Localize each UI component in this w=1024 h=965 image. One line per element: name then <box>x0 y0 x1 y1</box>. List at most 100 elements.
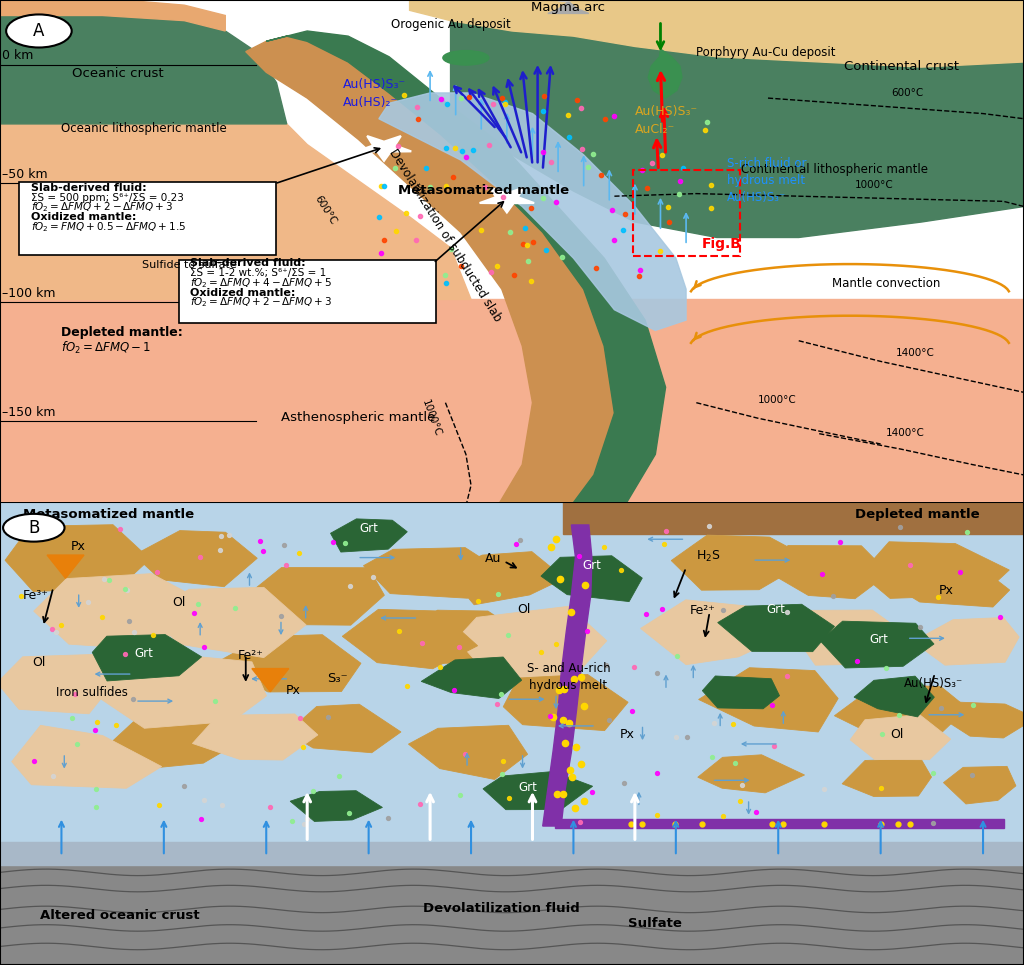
Polygon shape <box>451 20 1024 237</box>
Polygon shape <box>913 618 1019 665</box>
Polygon shape <box>96 651 266 729</box>
Polygon shape <box>0 15 287 124</box>
Text: Px: Px <box>939 585 953 597</box>
Polygon shape <box>364 547 495 598</box>
Polygon shape <box>34 573 210 649</box>
Polygon shape <box>835 684 968 738</box>
Polygon shape <box>697 755 805 793</box>
Polygon shape <box>92 635 202 681</box>
Polygon shape <box>820 621 934 668</box>
Bar <box>0 861 1024 965</box>
Text: –50 km: –50 km <box>2 168 48 181</box>
Text: 1000°C: 1000°C <box>758 395 797 404</box>
Text: Px: Px <box>71 540 85 554</box>
Text: Ol: Ol <box>172 596 186 609</box>
Polygon shape <box>940 703 1024 738</box>
Polygon shape <box>290 790 382 821</box>
Text: S-rich fluid or
hydrous melt
Au(HS)S₃⁻: S-rich fluid or hydrous melt Au(HS)S₃⁻ <box>727 157 807 205</box>
Polygon shape <box>543 525 592 826</box>
Text: H$_2$S: H$_2$S <box>696 549 721 564</box>
Text: Au(HS)S₃⁻
AuCl₂⁻: Au(HS)S₃⁻ AuCl₂⁻ <box>635 105 698 136</box>
Polygon shape <box>718 604 835 651</box>
Polygon shape <box>246 36 614 516</box>
Polygon shape <box>11 726 162 788</box>
Text: Grt: Grt <box>767 603 785 616</box>
FancyBboxPatch shape <box>19 181 276 255</box>
Text: $fO_2=\Delta FMQ+2-\Delta FMQ+3$: $fO_2=\Delta FMQ+2-\Delta FMQ+3$ <box>190 295 333 310</box>
Text: ΣS = 500 ppm; S⁶⁺/ΣS = 0.23: ΣS = 500 ppm; S⁶⁺/ΣS = 0.23 <box>31 193 183 203</box>
Text: Orogenic Au deposit: Orogenic Au deposit <box>391 18 510 31</box>
Text: $fO_2=\Delta FMQ+2-\Delta FMQ+3$: $fO_2=\Delta FMQ+2-\Delta FMQ+3$ <box>31 201 173 214</box>
Text: 1000°C: 1000°C <box>420 399 442 438</box>
Text: Au: Au <box>485 552 502 565</box>
Polygon shape <box>214 635 361 692</box>
Text: –150 km: –150 km <box>2 405 55 419</box>
Text: Px: Px <box>620 728 634 741</box>
Text: 600°C: 600°C <box>891 88 923 97</box>
Text: Grt: Grt <box>583 559 601 572</box>
Polygon shape <box>331 519 408 552</box>
Text: Grt: Grt <box>518 782 537 794</box>
Polygon shape <box>648 49 682 98</box>
Polygon shape <box>47 555 84 578</box>
Polygon shape <box>555 819 1004 828</box>
Text: Oxidized mantle:: Oxidized mantle: <box>190 288 296 298</box>
Polygon shape <box>410 0 1024 68</box>
Text: B: B <box>28 519 40 537</box>
Text: Iron sulfides: Iron sulfides <box>56 686 128 700</box>
Text: Altered oceanic crust: Altered oceanic crust <box>40 909 200 922</box>
Polygon shape <box>409 726 527 780</box>
Text: Depleted mantle: Depleted mantle <box>855 508 980 521</box>
Text: Grt: Grt <box>869 633 888 647</box>
Bar <box>633 171 740 256</box>
Polygon shape <box>445 552 564 605</box>
Polygon shape <box>113 716 257 768</box>
Polygon shape <box>287 704 401 753</box>
Text: Fe³⁺: Fe³⁺ <box>23 589 49 602</box>
Text: Au(HS)S₃⁻: Au(HS)S₃⁻ <box>904 677 964 690</box>
Polygon shape <box>894 563 1010 607</box>
Text: Oceanic lithospheric mantle: Oceanic lithospheric mantle <box>61 122 227 135</box>
Polygon shape <box>0 654 118 714</box>
Polygon shape <box>356 136 412 161</box>
Text: Sulfide to sulfate: Sulfide to sulfate <box>142 261 237 270</box>
Polygon shape <box>379 93 686 330</box>
Text: 600°C: 600°C <box>312 194 338 227</box>
Polygon shape <box>861 541 1010 598</box>
Text: Grt: Grt <box>359 522 378 535</box>
Text: Continental crust: Continental crust <box>844 60 958 72</box>
Polygon shape <box>698 668 839 732</box>
Polygon shape <box>842 758 932 796</box>
Polygon shape <box>772 545 889 598</box>
Text: Px: Px <box>286 684 300 697</box>
Bar <box>0 299 1024 516</box>
Text: Ol: Ol <box>890 728 904 741</box>
Text: $fO_2=\Delta FMQ-1$: $fO_2=\Delta FMQ-1$ <box>61 340 152 356</box>
Text: ΣS = 1-2 wt.%; S⁶⁺/ΣS = 1: ΣS = 1-2 wt.%; S⁶⁺/ΣS = 1 <box>190 268 327 278</box>
Text: $fO_2=FMQ+0.5-\Delta FMQ+1.5$: $fO_2=FMQ+0.5-\Delta FMQ+1.5$ <box>31 220 185 234</box>
Text: Ol: Ol <box>32 656 46 670</box>
Text: Asthenospheric mantle: Asthenospheric mantle <box>282 411 435 424</box>
Polygon shape <box>672 535 811 591</box>
Text: 1400°C: 1400°C <box>896 348 935 358</box>
Polygon shape <box>252 669 289 692</box>
Polygon shape <box>563 502 1024 535</box>
Text: Fe²⁺: Fe²⁺ <box>689 604 716 617</box>
Text: Fig.B: Fig.B <box>701 236 741 251</box>
Polygon shape <box>193 714 317 760</box>
Polygon shape <box>792 610 902 665</box>
Polygon shape <box>479 187 535 212</box>
Polygon shape <box>548 2 589 14</box>
Ellipse shape <box>442 50 489 65</box>
Text: Grt: Grt <box>134 647 153 660</box>
Text: Devolatilization fluid: Devolatilization fluid <box>423 901 581 915</box>
Polygon shape <box>401 610 529 663</box>
Polygon shape <box>541 556 642 601</box>
Text: Metasomatized mantle: Metasomatized mantle <box>397 183 569 197</box>
Polygon shape <box>483 771 593 810</box>
Polygon shape <box>854 676 934 717</box>
Text: 1400°C: 1400°C <box>886 428 925 438</box>
Text: Mantle convection: Mantle convection <box>831 277 940 290</box>
Circle shape <box>6 14 72 47</box>
Circle shape <box>3 513 65 541</box>
